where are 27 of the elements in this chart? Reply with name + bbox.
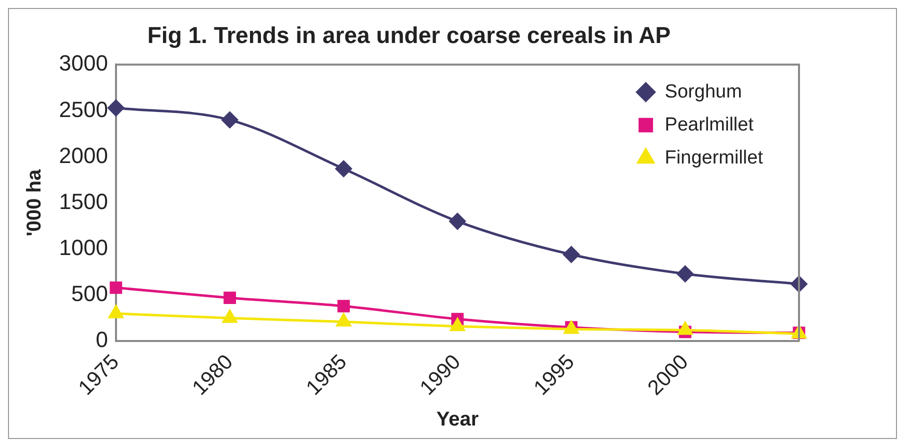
- y-tick-label: 3000: [58, 50, 108, 76]
- point: [110, 281, 122, 294]
- point: [337, 300, 350, 312]
- point: [450, 318, 465, 332]
- y-tick-label: 2500: [58, 96, 108, 122]
- point: [222, 310, 238, 323]
- point: [108, 100, 124, 116]
- point: [108, 305, 124, 318]
- x-axis-title: Year: [436, 408, 479, 431]
- y-tick-label: 500: [71, 281, 108, 306]
- y-tick-label: 1500: [58, 188, 108, 214]
- point: [335, 160, 352, 178]
- point: [449, 213, 466, 230]
- y-tick-label: 2000: [58, 142, 108, 168]
- point: [222, 112, 238, 128]
- chart-title: Fig 1. Trends in area under coarse cereals in AP: [147, 22, 671, 48]
- point: [336, 314, 351, 327]
- point: [678, 322, 692, 335]
- y-tick-label: 0: [96, 327, 108, 352]
- y-axis-title: '000 ha: [24, 168, 46, 236]
- y-tick-label: 1000: [58, 235, 108, 260]
- legend-label: Sorghum: [664, 81, 742, 102]
- legend-label: Fingermillet: [664, 147, 764, 168]
- point: [563, 246, 580, 263]
- legend-label: Pearlmillet: [664, 114, 754, 136]
- point: [224, 292, 236, 304]
- point: [676, 266, 694, 282]
